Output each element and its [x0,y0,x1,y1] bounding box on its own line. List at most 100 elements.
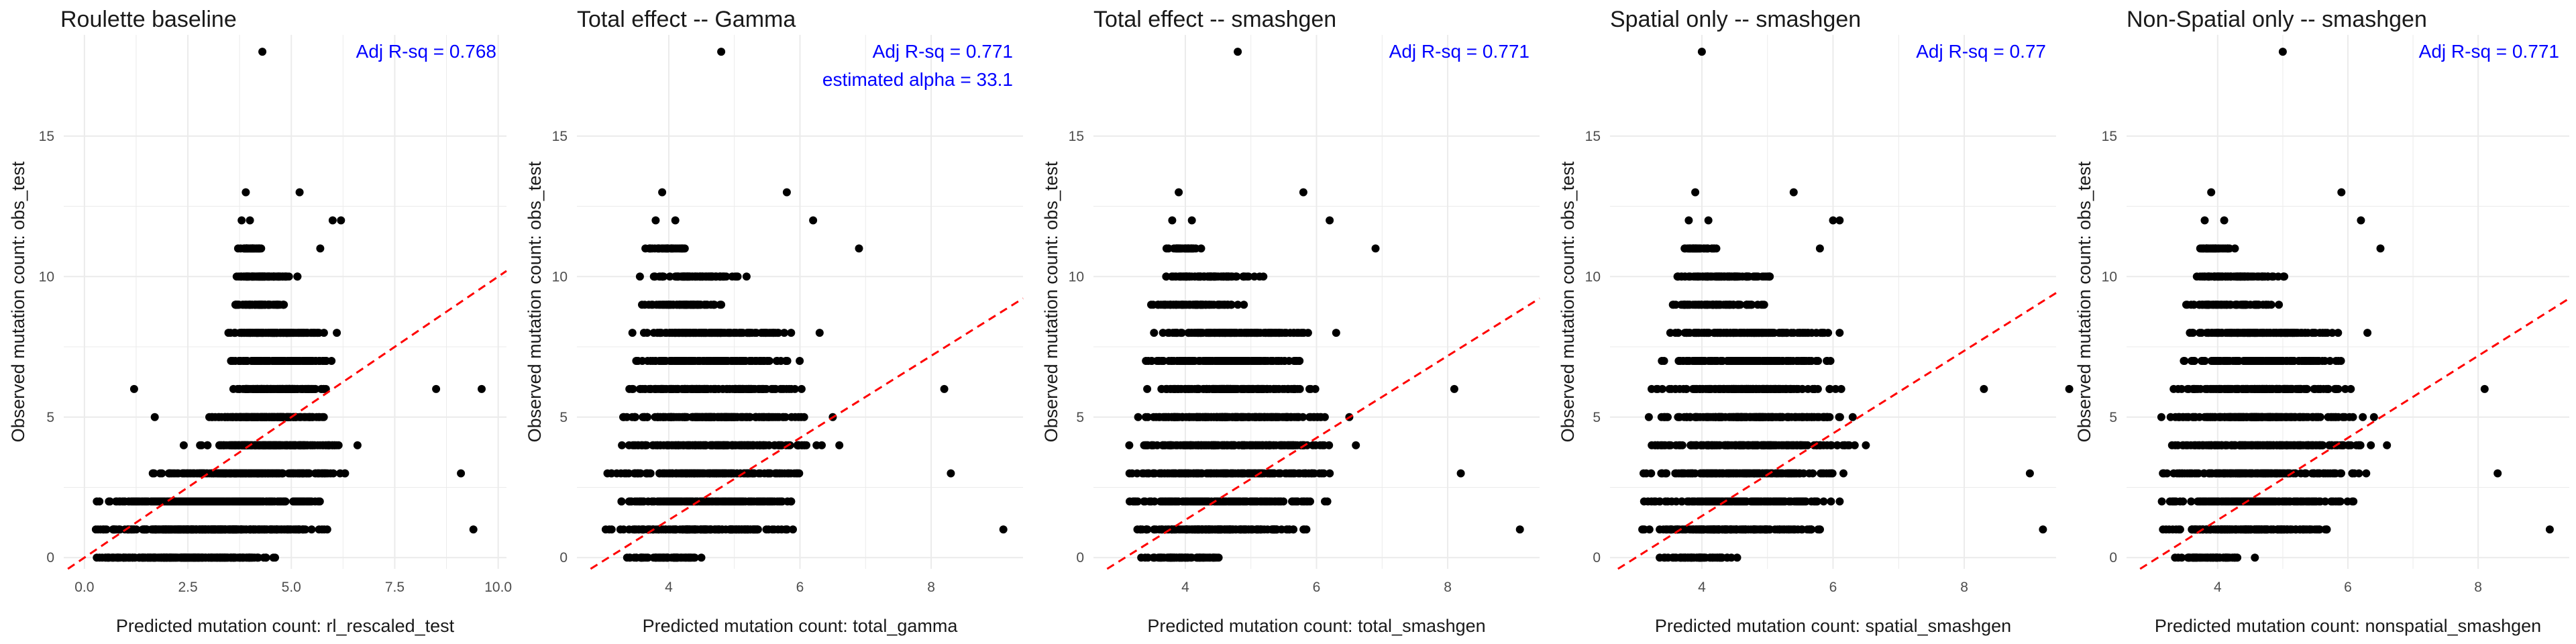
data-point [1201,553,1210,562]
data-point [187,525,196,534]
data-point [643,357,652,365]
chart-title: Total effect -- Gamma [577,7,796,32]
data-point [152,497,160,506]
data-point [1137,553,1146,562]
data-point [727,413,735,421]
data-point [237,413,246,421]
data-point [773,357,782,365]
data-point [242,357,251,365]
data-point [258,48,267,56]
data-point [232,301,241,309]
data-point [1209,441,1217,449]
data-point [696,272,705,281]
data-point [1191,441,1199,449]
data-point [1214,525,1223,534]
data-point [229,525,237,534]
data-point [667,244,676,253]
data-point [655,357,664,365]
data-point [264,329,273,337]
data-point [307,525,316,534]
data-point [1286,441,1295,449]
data-point [478,384,486,393]
data-point [641,441,649,449]
data-point [1203,413,1212,421]
data-point [247,469,256,478]
data-point [294,525,303,534]
data-point [186,469,195,478]
data-point [341,469,350,478]
data-point [214,497,223,506]
data-point [254,244,263,253]
data-point [253,553,262,562]
data-point [735,441,744,449]
data-point [658,188,667,197]
data-point [1299,469,1308,478]
data-point [260,413,268,421]
data-point [667,497,676,506]
data-point [1261,441,1270,449]
data-point [1265,497,1274,506]
data-point [774,441,783,449]
data-point [1216,497,1224,506]
data-point [679,244,688,253]
data-point [660,384,668,393]
data-point [734,384,743,393]
data-point [282,329,290,337]
data-point [1126,497,1134,506]
data-point [620,413,629,421]
data-point [794,441,803,449]
data-point [1218,441,1226,449]
data-point [783,469,792,478]
data-point [665,301,674,309]
data-point [755,384,763,393]
data-point [333,329,341,337]
data-point [241,188,250,197]
annotation-label: Adj R-sq = 0.768 [356,41,496,62]
data-point [743,329,752,337]
data-point [712,469,721,478]
chart-title: Roulette baseline [60,7,237,32]
data-point [628,329,637,337]
data-point [782,357,790,365]
data-point [1144,413,1152,421]
y-tick-label: 0 [46,550,54,566]
data-point [288,384,297,393]
data-point [1300,525,1309,534]
data-point [700,469,709,478]
x-tick-label: 6 [796,580,804,595]
data-point [765,357,773,365]
x-tick-label: 2.5 [178,580,197,595]
data-point [1268,413,1276,421]
data-point [218,553,227,562]
data-point [689,301,698,309]
data-point [773,413,782,421]
data-point [648,497,657,506]
data-point [121,553,130,562]
data-point [264,469,272,478]
data-point [1155,413,1164,421]
data-point [656,441,665,449]
data-point [109,525,117,534]
data-point [289,469,298,478]
data-point [1229,441,1238,449]
data-point [696,441,705,449]
data-point [741,357,750,365]
data-point [717,48,726,56]
data-point [699,525,708,534]
data-point [278,384,287,393]
data-point [1181,497,1190,506]
data-point [751,357,760,365]
data-point [1226,525,1234,534]
data-point [720,272,729,281]
data-point [1244,525,1252,534]
data-point [656,272,665,281]
data-point [1256,525,1265,534]
data-point [164,525,173,534]
data-point [685,469,694,478]
data-point [646,469,655,478]
data-point [651,216,660,225]
data-point [1169,469,1177,478]
data-point [749,469,758,478]
data-point [247,525,256,534]
data-point [787,329,796,337]
